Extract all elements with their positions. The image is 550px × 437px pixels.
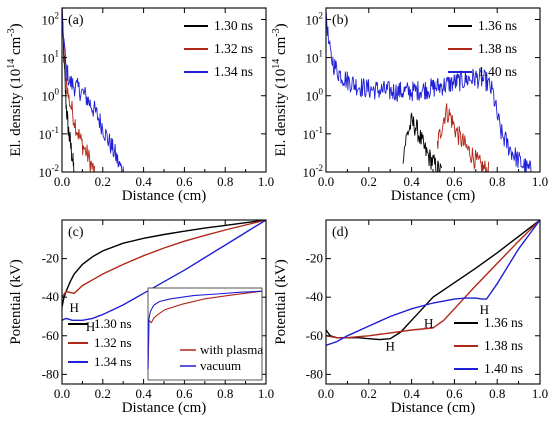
legend-label: 1.38 ns: [478, 41, 517, 56]
legend-label: 1.40 ns: [478, 64, 517, 79]
series-line-3: [62, 8, 124, 172]
panel-label: (b): [332, 13, 349, 28]
y-tick-label: 100: [306, 87, 324, 104]
panel-1: [61, 7, 267, 173]
x-tick-label: 0.8: [489, 386, 505, 401]
series-line-2: [436, 103, 490, 172]
annotation-label: H: [70, 300, 79, 315]
y-axis-label: Potential (kV): [8, 259, 24, 344]
series-line-3: [326, 9, 532, 172]
y-tick-label: -20: [306, 251, 323, 266]
x-tick-label: 0.4: [403, 386, 420, 401]
y-axis-label: Potential (kV): [273, 259, 289, 344]
y-tick-label: -40: [306, 289, 323, 304]
y-tick-label: 101: [42, 49, 60, 66]
x-axis-label: Distance (cm): [122, 188, 207, 204]
legend-label: 1.34 ns: [94, 354, 132, 369]
x-axis-label: Distance (cm): [391, 400, 476, 416]
inset-legend-label: with plasma: [200, 342, 263, 357]
series-line-2: [62, 8, 96, 172]
annotation-label: H: [480, 302, 489, 317]
y-tick-label: 101: [306, 49, 324, 66]
y-tick-label: 10-2: [303, 163, 324, 180]
y-tick-label: -80: [42, 366, 59, 381]
x-tick-label: 0.6: [446, 174, 463, 189]
legend-label: 1.36 ns: [484, 315, 523, 330]
x-tick-label: 0.8: [217, 174, 233, 189]
inset-legend-label: vacuum: [200, 358, 241, 373]
x-tick-label: 1.0: [258, 174, 274, 189]
y-tick-label: -40: [42, 289, 59, 304]
panel-3: [61, 219, 267, 385]
x-tick-label: 0.8: [217, 386, 233, 401]
y-tick-label: 100: [42, 87, 60, 104]
legend-label: 1.38 ns: [484, 338, 523, 353]
x-tick-label: 0.0: [54, 174, 70, 189]
legend-label: 1.30 ns: [94, 316, 132, 331]
x-tick-label: 0.2: [361, 386, 377, 401]
x-tick-label: 0.6: [446, 386, 463, 401]
x-tick-label: 1.0: [532, 174, 548, 189]
annotation-label: H: [386, 338, 395, 353]
y-tick-label: 102: [306, 10, 324, 27]
x-tick-label: 0.0: [318, 386, 334, 401]
x-tick-label: 0.2: [95, 174, 111, 189]
panel-label: (c): [68, 225, 84, 240]
series-line-2: [326, 220, 540, 339]
x-axis-label: Distance (cm): [122, 400, 207, 416]
x-tick-label: 0.2: [95, 386, 111, 401]
series-line-1: [402, 111, 443, 172]
legend-label: 1.36 ns: [478, 18, 517, 33]
inset-frame: [147, 287, 263, 381]
y-tick-label: 10-2: [39, 163, 60, 180]
x-tick-label: 0.2: [361, 174, 377, 189]
legend-label: 1.32 ns: [214, 41, 253, 56]
y-axis-label: El. density (1014 cm-3): [6, 23, 24, 156]
x-tick-label: 0.8: [489, 174, 505, 189]
y-tick-label: -80: [306, 366, 323, 381]
y-tick-label: 102: [42, 10, 60, 27]
legend-label: 1.30 ns: [214, 18, 253, 33]
y-tick-label: -60: [42, 328, 59, 343]
inset-series-line: [147, 290, 263, 370]
y-axis-label: El. density (1014 cm-3): [271, 23, 289, 156]
legend-label: 1.40 ns: [484, 361, 523, 376]
inset-series-line: [147, 290, 263, 370]
panel-label: (a): [68, 13, 84, 28]
y-tick-label: -60: [306, 328, 323, 343]
panel-4: [325, 219, 541, 385]
legend-label: 1.32 ns: [94, 335, 132, 350]
x-tick-label: 0.0: [54, 386, 70, 401]
series-line-3: [62, 220, 266, 321]
annotation-label: H: [424, 315, 433, 330]
panel-2: [325, 7, 541, 173]
y-tick-label: 10-1: [39, 125, 60, 142]
x-tick-label: 0.0: [318, 174, 334, 189]
series-line-2: [62, 220, 266, 298]
y-tick-label: -20: [42, 251, 59, 266]
x-tick-label: 1.0: [258, 386, 274, 401]
y-tick-label: 10-1: [303, 125, 324, 142]
series-line-1: [62, 220, 266, 307]
legend-label: 1.34 ns: [214, 64, 253, 79]
panel-label: (d): [332, 225, 349, 240]
x-axis-label: Distance (cm): [391, 188, 476, 204]
x-tick-label: 0.4: [135, 386, 152, 401]
x-tick-label: 0.6: [176, 386, 193, 401]
x-tick-label: 1.0: [532, 386, 548, 401]
annotation-label: H: [86, 319, 95, 334]
x-tick-label: 0.4: [135, 174, 152, 189]
series-line-3: [326, 220, 540, 347]
x-tick-label: 0.4: [403, 174, 420, 189]
x-tick-label: 0.6: [176, 174, 193, 189]
